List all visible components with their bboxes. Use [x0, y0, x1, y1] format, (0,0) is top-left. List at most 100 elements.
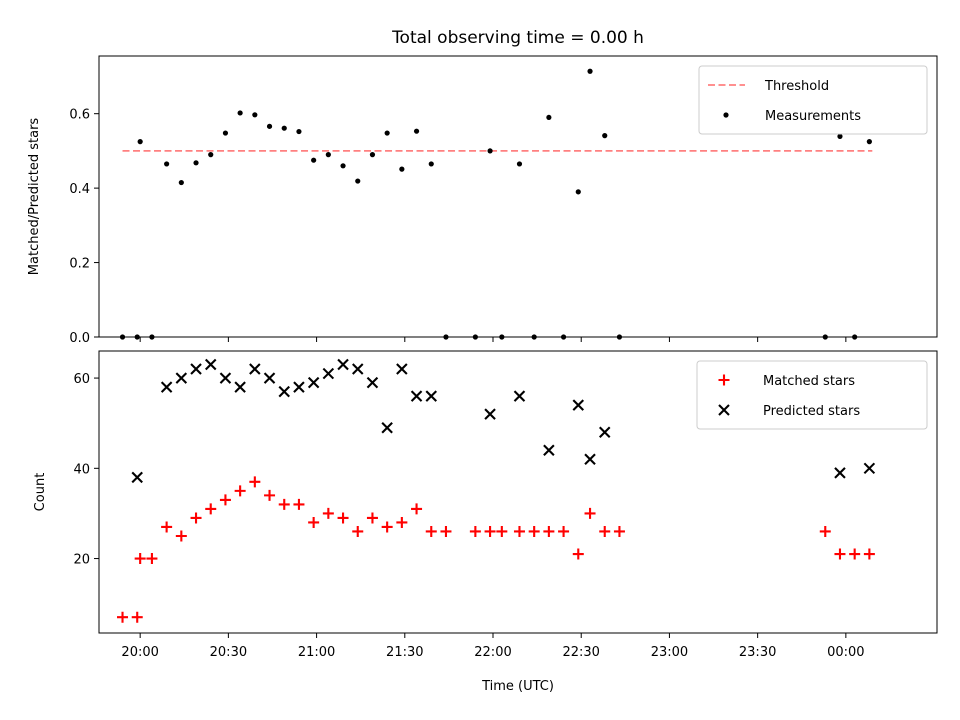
data-point	[322, 507, 334, 519]
data-point	[613, 525, 625, 537]
data-point	[278, 498, 290, 510]
data-point	[190, 363, 202, 375]
y-tick-label: 0.2	[69, 257, 90, 272]
data-point	[249, 476, 261, 488]
x-tick-label: 20:00	[121, 645, 158, 660]
legend-label: Predicted stars	[763, 404, 860, 419]
data-point	[278, 385, 290, 398]
x-tick-label: 23:00	[651, 645, 688, 660]
y-tick-label: 0.6	[69, 108, 90, 123]
data-point	[204, 358, 217, 371]
data-point	[208, 152, 214, 158]
data-point	[263, 372, 276, 384]
data-point	[863, 462, 876, 475]
bottom-panel-count: 20 40 60 20:00 20:30 21:00 21:30 22:00 22:30 23:0…	[33, 350, 938, 660]
data-point	[281, 125, 287, 131]
data-point	[219, 372, 232, 384]
x-tick-label: 22:00	[474, 645, 511, 660]
x-tick-label: 20:30	[210, 645, 247, 660]
data-point	[381, 521, 393, 533]
legend-box	[696, 360, 928, 430]
data-point	[587, 68, 593, 74]
data-point	[572, 399, 585, 411]
data-point	[355, 178, 361, 184]
axes-frame	[98, 350, 938, 634]
data-point	[249, 363, 261, 375]
axes-frame	[98, 55, 938, 338]
data-point	[293, 498, 305, 510]
data-point	[266, 123, 273, 129]
data-point	[575, 189, 581, 195]
data-point	[134, 553, 146, 565]
data-point	[137, 139, 143, 145]
legend-x-swatch	[718, 404, 730, 416]
data-point	[572, 548, 584, 560]
data-point	[543, 444, 555, 457]
data-point	[175, 530, 187, 542]
data-point	[308, 516, 320, 528]
data-point	[175, 372, 188, 384]
data-point	[237, 110, 243, 116]
data-point	[487, 148, 493, 154]
data-point	[160, 381, 173, 393]
data-point	[264, 489, 276, 501]
data-point	[496, 525, 508, 537]
data-point	[205, 503, 217, 515]
data-point	[234, 381, 246, 393]
x-axis-label: Time (UTC)	[481, 679, 554, 694]
data-point	[337, 358, 349, 371]
data-point	[252, 112, 258, 118]
data-point	[307, 376, 320, 389]
data-point	[131, 611, 143, 623]
data-point	[161, 521, 173, 533]
data-point	[558, 525, 570, 537]
data-point	[117, 611, 129, 623]
data-point	[513, 390, 526, 402]
series-matched-stars	[117, 476, 875, 623]
data-point	[399, 166, 405, 172]
x-tick-label: 21:30	[386, 645, 423, 660]
data-point	[513, 525, 525, 537]
data-point	[598, 426, 611, 438]
data-point	[413, 128, 420, 134]
data-point	[602, 133, 608, 139]
data-point	[325, 152, 331, 158]
legend: Matched stars Predicted stars	[696, 360, 928, 430]
y-tick-label: 0.4	[69, 182, 90, 197]
data-point	[819, 525, 831, 537]
series-predicted-stars	[131, 358, 876, 484]
top-panel-ratio: 0.0 0.2 0.4 0.6 Matched/Predicted stars Thres…	[27, 55, 938, 346]
data-point	[546, 114, 552, 121]
data-point	[222, 130, 229, 136]
y-tick-label: 20	[73, 553, 90, 568]
y-axis-label: Matched/Predicted stars	[27, 118, 42, 276]
data-point	[234, 485, 246, 497]
data-point	[849, 548, 861, 560]
data-point	[837, 133, 843, 139]
data-point	[178, 179, 184, 186]
data-point	[384, 130, 390, 136]
data-point	[337, 512, 349, 524]
data-point	[411, 503, 423, 515]
data-point	[440, 525, 452, 537]
data-point	[352, 363, 364, 375]
data-point	[193, 160, 199, 166]
data-point	[516, 161, 523, 167]
data-point	[293, 381, 305, 393]
data-point	[396, 363, 408, 375]
data-point	[584, 507, 596, 519]
data-point	[131, 471, 143, 484]
legend-label: Matched stars	[763, 374, 855, 389]
data-point	[425, 390, 438, 402]
data-point	[528, 525, 540, 537]
data-point	[410, 390, 423, 402]
x-tick-label: 00:00	[827, 645, 864, 660]
data-point	[381, 421, 393, 434]
data-point	[366, 376, 379, 389]
data-point	[584, 453, 596, 466]
y-tick-label: 40	[73, 462, 90, 477]
x-tick-label: 22:30	[562, 645, 599, 660]
data-point	[834, 548, 846, 560]
legend-label: Measurements	[765, 109, 861, 124]
